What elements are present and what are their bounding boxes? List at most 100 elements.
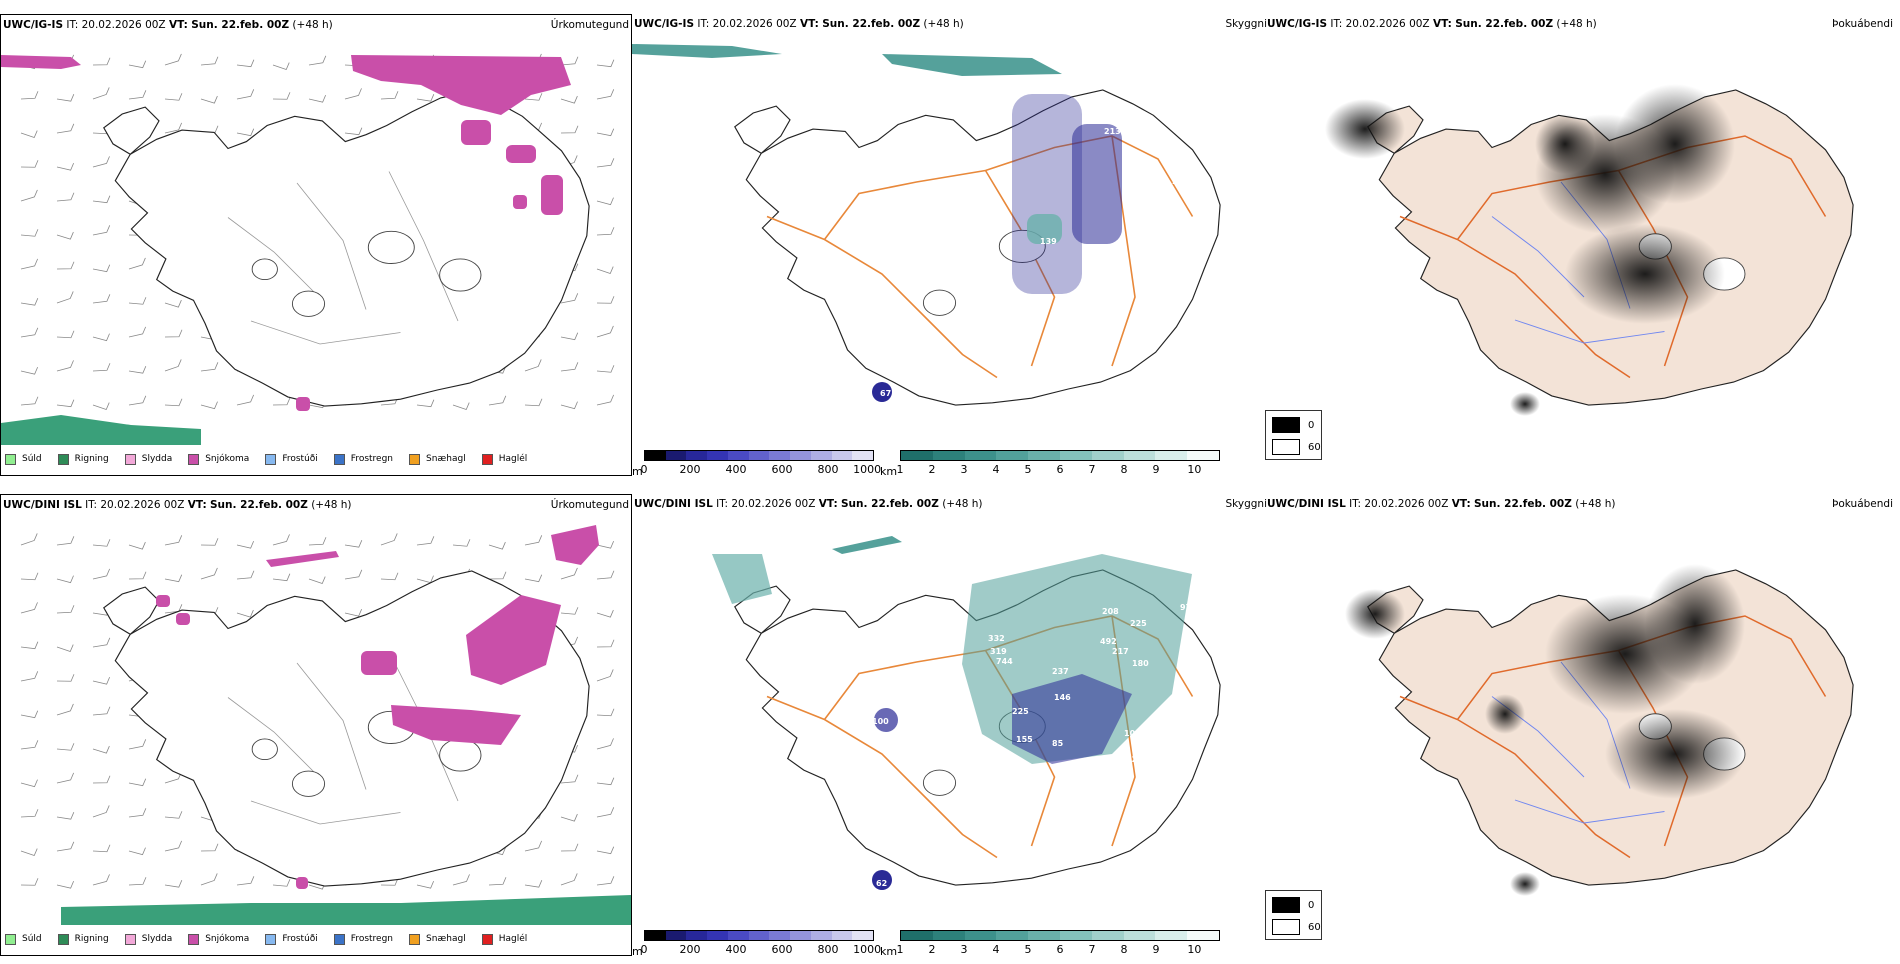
- wind-barb: [92, 874, 110, 886]
- wind-barb: [236, 609, 254, 618]
- wind-barb: [596, 197, 614, 206]
- visibility-value-label: 227: [1172, 177, 1189, 186]
- wind-barb: [92, 195, 111, 204]
- visibility-value-label: 139: [1040, 237, 1057, 246]
- wind-barb: [128, 257, 146, 270]
- visibility-color-bar: [900, 450, 1220, 461]
- wind-barb: [164, 122, 183, 134]
- tick-label: 1000: [853, 463, 882, 476]
- height-color-bar: [644, 930, 874, 941]
- tick-label: 0: [640, 463, 648, 476]
- wind-barb: [20, 572, 39, 581]
- wind-barb: [380, 572, 399, 581]
- panel-title-precip: Úrkomutegund: [550, 19, 629, 31]
- wind-barb: [92, 264, 111, 273]
- valid-label: VT:: [187, 499, 207, 511]
- visibility-panel-row1: UWC/IG-IS IT: 20.02.2026 00Z VT: Sun. 22…: [632, 14, 1267, 484]
- init-time: 20.02.2026 00Z: [81, 19, 166, 31]
- height-unit: m: [632, 465, 643, 478]
- tick-label: 1: [896, 463, 904, 476]
- wind-barb: [20, 91, 39, 100]
- precip-type-legend: Súld Rigning Slydda Snjókoma Frostúði Fr…: [1, 443, 631, 475]
- visibility-value-label: 492: [1100, 637, 1117, 646]
- lead-time: (+48 h): [311, 499, 352, 511]
- wind-barb: [56, 605, 75, 614]
- wind-barb: [236, 89, 255, 100]
- wind-barb: [560, 813, 578, 822]
- init-label: IT:: [697, 18, 710, 30]
- wind-barb: [92, 402, 110, 411]
- precip-map: [20, 525, 631, 925]
- wind-barb: [524, 398, 543, 407]
- legend-item: Súld: [5, 933, 42, 945]
- precip-type-legend: Súld Rigning Slydda Snjókoma Frostúði Fr…: [1, 923, 631, 955]
- legend-item: Snjókoma: [188, 933, 249, 945]
- panel-header: UWC/IG-IS IT: 20.02.2026 00Z VT: Sun. 22…: [1267, 18, 1893, 32]
- wind-barb: [20, 229, 39, 237]
- tick-label: 7: [1088, 463, 1096, 476]
- wind-barb: [596, 876, 615, 886]
- visibility-value-label: 97: [1192, 553, 1203, 562]
- legend-item: Haglél: [481, 933, 527, 945]
- wind-barb: [20, 740, 39, 750]
- wind-barb: [56, 575, 74, 584]
- wind-barb: [596, 365, 615, 373]
- init-time: 20.02.2026 00Z: [100, 499, 185, 511]
- rivers: [227, 651, 459, 825]
- visibility-value-label: 85: [1052, 739, 1064, 748]
- init-time: 20.02.2026 00Z: [1364, 498, 1449, 510]
- wind-barb: [20, 641, 39, 650]
- valid-label: VT:: [799, 18, 819, 30]
- visibility-value-label: 125: [1152, 727, 1169, 736]
- tick-label: 10: [1187, 463, 1202, 476]
- visibility-value-label: 225: [1012, 707, 1029, 716]
- legend-item: Snæhagl: [409, 933, 466, 945]
- wind-barb: [200, 95, 218, 104]
- wind-barb: [20, 848, 38, 857]
- precip-type-panel-row2: UWC/DINI ISL IT: 20.02.2026 00Z VT: Sun.…: [0, 494, 632, 956]
- wind-barb: [56, 674, 75, 682]
- road-network: [766, 135, 1194, 379]
- model-name: UWC/IG-IS: [634, 18, 695, 30]
- rain-areas: [61, 895, 631, 925]
- wind-barb: [56, 261, 75, 270]
- wind-barb: [308, 537, 327, 546]
- wind-barb: [92, 225, 111, 236]
- wind-barb: [20, 327, 39, 338]
- init-time: 20.02.2026 00Z: [1345, 18, 1430, 30]
- visibility-value-label: 173: [1144, 197, 1161, 206]
- wind-barb: [200, 401, 218, 410]
- wind-barb: [56, 231, 74, 240]
- tick-label: 9: [1152, 463, 1160, 476]
- visibility-value-label: 208: [1102, 607, 1119, 616]
- panel-title-fog: Þokuábendi: [1832, 18, 1893, 30]
- visibility-value-label: 12: [1126, 755, 1137, 764]
- model-name: UWC/DINI ISL: [3, 499, 82, 511]
- visibility-color-bar: [900, 930, 1220, 941]
- wind-barb: [20, 160, 39, 168]
- wind-barb: [452, 402, 470, 411]
- wind-barb: [92, 156, 110, 168]
- precip-map: [1, 53, 615, 445]
- visibility-value-label: 155: [1016, 735, 1033, 744]
- init-time: 20.02.2026 00Z: [712, 18, 797, 30]
- wind-barb: [488, 877, 507, 886]
- tick-label: 800: [817, 463, 839, 476]
- valid-label: VT:: [818, 498, 838, 510]
- visibility-value-label: 332: [988, 634, 1005, 643]
- wind-barb: [92, 844, 111, 853]
- wind-barb: [56, 162, 75, 171]
- iceland-outline: [745, 89, 1221, 406]
- wind-barb: [20, 396, 39, 406]
- wind-barb: [56, 360, 74, 372]
- panel-header: UWC/IG-IS IT: 20.02.2026 00Z VT: Sun. 22…: [3, 19, 629, 33]
- fog-map: [1345, 564, 1854, 896]
- legend-item: Frostúði: [265, 933, 318, 945]
- wind-barb: [128, 60, 147, 69]
- visibility-value-label: 319: [990, 647, 1007, 656]
- wind-barb: [596, 158, 615, 168]
- wind-barb: [596, 669, 614, 682]
- fog-swatch: [1272, 919, 1300, 935]
- wind-barb: [128, 326, 147, 338]
- wind-barb: [236, 59, 255, 68]
